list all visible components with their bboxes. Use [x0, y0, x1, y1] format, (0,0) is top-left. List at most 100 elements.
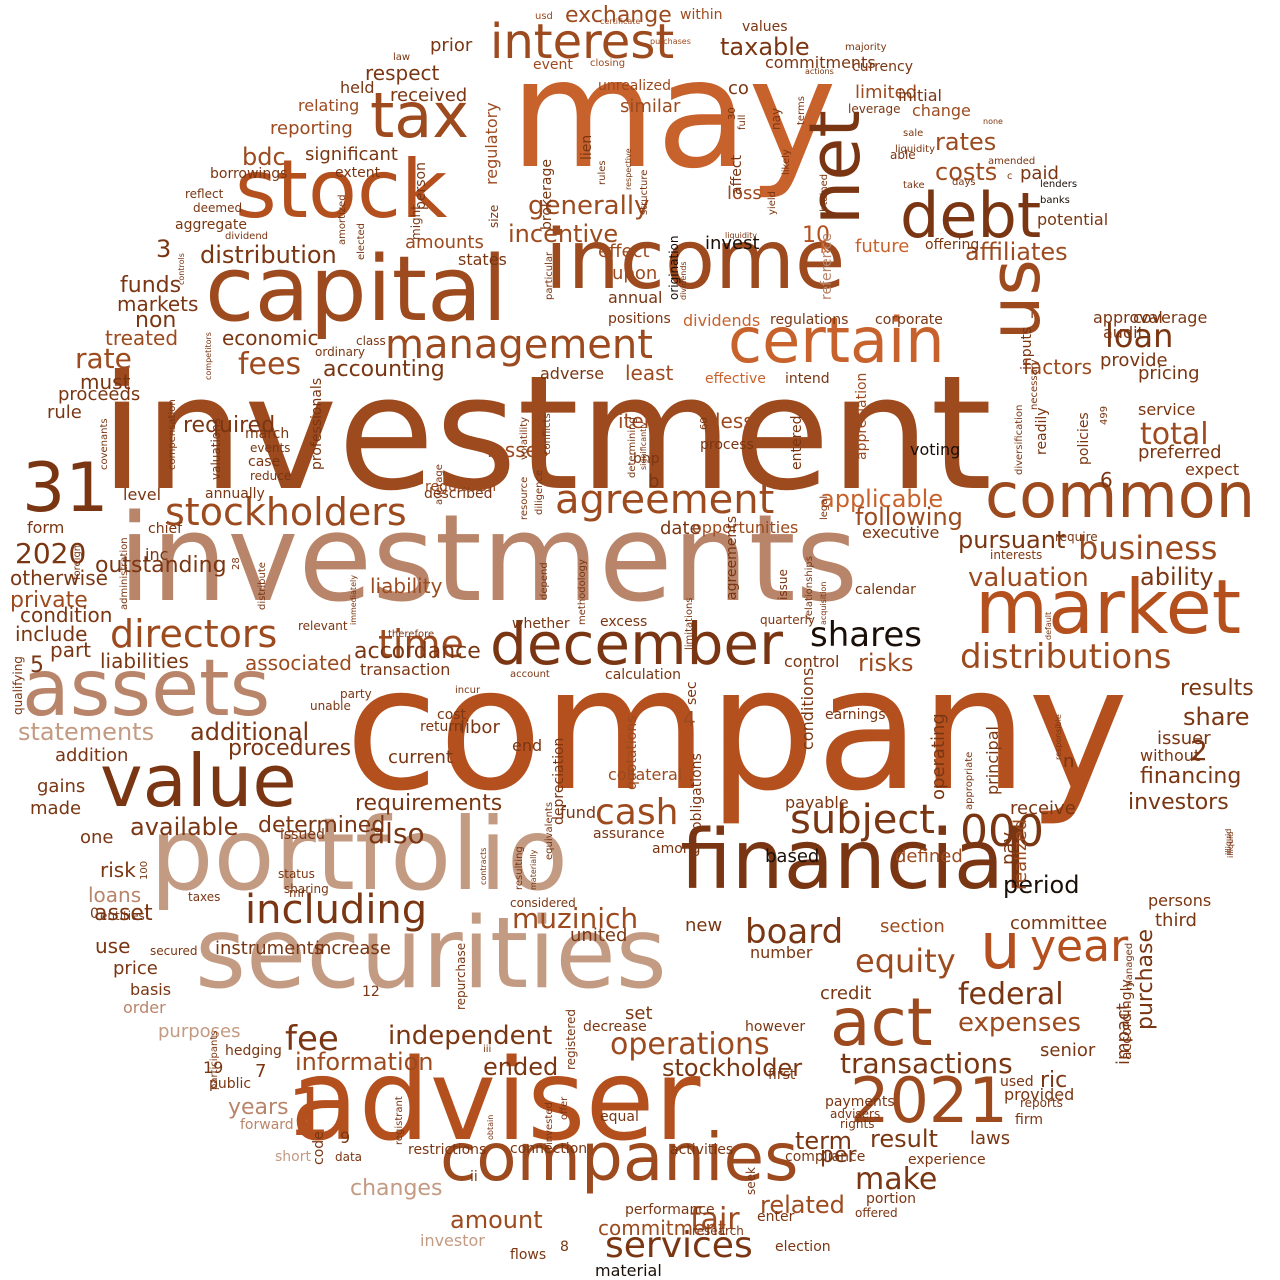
word-share: share — [1183, 703, 1250, 731]
word-provided: provided — [1004, 1085, 1075, 1104]
word-readily: readily — [1034, 407, 1050, 455]
word-commitment: commitment — [598, 1216, 726, 1240]
word-pricing: pricing — [1138, 363, 1200, 384]
word-immediately: immediately — [349, 575, 358, 625]
word-costs: costs — [935, 158, 998, 186]
word-legal: legal — [819, 495, 830, 520]
word-yield: yield — [767, 191, 778, 215]
word-proceeds: proceeds — [58, 384, 141, 405]
word-available: available — [130, 813, 239, 841]
word-laws: laws — [970, 1128, 1011, 1149]
word-increase: increase — [315, 938, 391, 959]
word-number: number — [750, 943, 813, 962]
word-end: end — [512, 736, 543, 755]
word-offered: offered — [855, 1206, 898, 1220]
word-total: total — [1140, 417, 1209, 452]
word-associated: associated — [245, 651, 352, 675]
word-expect: expect — [1185, 460, 1240, 479]
word-set: set — [625, 1003, 653, 1024]
word-considered: considered — [510, 896, 576, 910]
word-use: use — [95, 934, 131, 958]
word-outstanding: outstanding — [95, 553, 227, 578]
word-otherwise: otherwise — [10, 566, 108, 590]
word-opportunities: opportunities — [692, 518, 799, 537]
word-obtained: obtained — [819, 173, 830, 218]
word-reference: reference — [819, 233, 835, 300]
word-currency: currency — [852, 59, 913, 75]
word-rule: rule — [47, 402, 82, 423]
word-liabilities: liabilities — [100, 649, 189, 673]
word-similar: similar — [620, 96, 681, 117]
word-significantly: significantly — [639, 421, 648, 470]
word-excess: excess — [600, 614, 648, 630]
word-limited: limited — [855, 82, 918, 103]
word-effective: effective — [705, 371, 766, 387]
word-equal: equal — [600, 1109, 639, 1125]
word-n2021: 2021 — [850, 1064, 1008, 1137]
word-however: however — [745, 1019, 806, 1035]
word-amortized: amortized — [337, 194, 348, 245]
word-require: require — [1055, 530, 1098, 544]
word-issued: issued — [280, 827, 325, 843]
word-actions: actions — [805, 67, 834, 76]
word-law: law — [393, 52, 411, 63]
word-policies: policies — [1076, 412, 1092, 465]
word-administration: administration — [119, 537, 130, 610]
word-c: c — [1007, 171, 1013, 182]
word-hedging: hedging — [225, 1043, 282, 1059]
word-following: following — [855, 503, 963, 531]
word-obtain: obtain — [486, 1114, 495, 1140]
word-purposes: purposes — [158, 1021, 241, 1042]
word-conditions: conditions — [798, 667, 817, 750]
word-changes: changes — [350, 1176, 443, 1201]
word-fair: fair — [690, 1202, 740, 1237]
word-determining: determining — [627, 417, 638, 478]
word-nay: nay — [769, 107, 783, 130]
word-us: us — [974, 259, 1056, 340]
word-first: first — [768, 1067, 796, 1083]
word-management-small: unrealized — [598, 78, 672, 94]
word-enter: enter — [757, 1209, 795, 1225]
word-approval: approval — [1093, 308, 1163, 327]
word-assets2: statements — [18, 718, 155, 746]
word-offering: offering — [925, 237, 980, 253]
word-states: states — [458, 250, 507, 269]
word-full: full — [737, 114, 748, 130]
word-receive: receive — [1010, 798, 1076, 819]
word-leverage: leverage — [848, 102, 901, 116]
word-rates: rates — [935, 128, 997, 156]
word-results: results — [1180, 676, 1254, 701]
word-cash: cash — [595, 792, 679, 833]
word-values: values — [742, 19, 788, 35]
word-generally: generally — [528, 191, 650, 221]
word-cost: cost — [437, 707, 467, 723]
word-adviser: adviser — [290, 1036, 701, 1166]
word-able: able — [890, 148, 916, 162]
word-n7: 7 — [255, 1061, 267, 1082]
word-fee: fee — [285, 1019, 339, 1059]
word-offer: offer — [559, 1096, 570, 1120]
word-instruments: instruments — [215, 938, 324, 959]
word-future: future — [855, 236, 910, 257]
word-diligence: diligence — [534, 469, 545, 515]
word-materially: materially — [529, 849, 538, 890]
word-fees: fees — [238, 347, 302, 382]
word-independent: independent — [388, 1021, 553, 1051]
word-invest: invest — [705, 233, 760, 254]
word-item: item — [618, 409, 664, 433]
word-volatility: volatility — [519, 416, 530, 460]
word-incur: incur — [455, 685, 481, 696]
word-agreement: agreement — [555, 477, 775, 523]
word-financing: financing — [1140, 764, 1242, 789]
word-purchases: purchases — [650, 37, 691, 46]
word-reporting: reporting — [270, 118, 353, 139]
word-interest: interest — [490, 14, 675, 70]
word-taxable: taxable — [720, 33, 810, 61]
word-years: years — [228, 1095, 289, 1120]
word-committee: committee — [1010, 913, 1108, 934]
word-k: k — [820, 238, 830, 257]
word-business: business — [1078, 529, 1218, 567]
word-requirements: requirements — [355, 791, 503, 816]
word-credit: credit — [820, 983, 872, 1004]
